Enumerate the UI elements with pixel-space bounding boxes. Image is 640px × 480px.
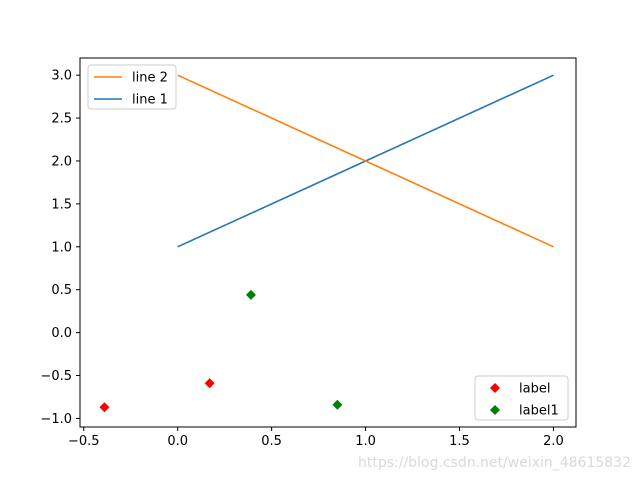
scatter-point-label-2: [204, 378, 215, 389]
x-tick-label: 0.5: [261, 434, 282, 449]
legend-marker-swatch: [490, 383, 500, 393]
y-tick-label: 2.0: [51, 154, 72, 169]
y-tick-label: 0.0: [51, 326, 72, 341]
y-tick-label: 1.5: [51, 197, 72, 212]
x-tick-label: −0.5: [68, 434, 100, 449]
watermark-text: https://blog.csdn.net/weixin_48615832: [358, 455, 631, 471]
x-tick-label: 2.0: [543, 434, 564, 449]
legend-top-left: line 2 line 1: [87, 64, 177, 110]
y-tick-label: −1.0: [40, 412, 72, 427]
legend-label: line 1: [132, 93, 168, 108]
legend-label: line 2: [132, 71, 168, 86]
chart-axes: −0.5 0.0 0.5 1.0 1.5 2.0 −1.0 −0.5 0.0 0.5 1.0 1.5 2…: [40, 69, 563, 449]
y-tick-label: 0.5: [51, 283, 72, 298]
scatter-point-label1-2: [332, 399, 343, 410]
plot-frame: [79, 57, 577, 428]
series-line-line-2: [177, 74, 554, 248]
y-tick-label: 2.5: [51, 112, 72, 127]
scatter-point-label-1: [99, 402, 110, 413]
legend-label: label: [519, 382, 550, 397]
x-tick-label: 1.5: [449, 434, 470, 449]
legend-box: [87, 64, 177, 110]
x-tick-label: 0.0: [167, 434, 188, 449]
y-tick-label: 1.0: [51, 240, 72, 255]
legend-bottom-right: label label1: [474, 375, 569, 421]
legend-label: label1: [519, 404, 559, 419]
legend-marker-swatch: [490, 405, 500, 415]
y-tick-label: −0.5: [40, 369, 72, 384]
chart-marks: [99, 74, 554, 413]
x-tick-label: 1.0: [355, 434, 376, 449]
scatter-point-label1-1: [245, 289, 256, 300]
chart-legends: line 2 line 1 label label1: [87, 64, 569, 421]
y-tick-label: 3.0: [51, 69, 72, 84]
